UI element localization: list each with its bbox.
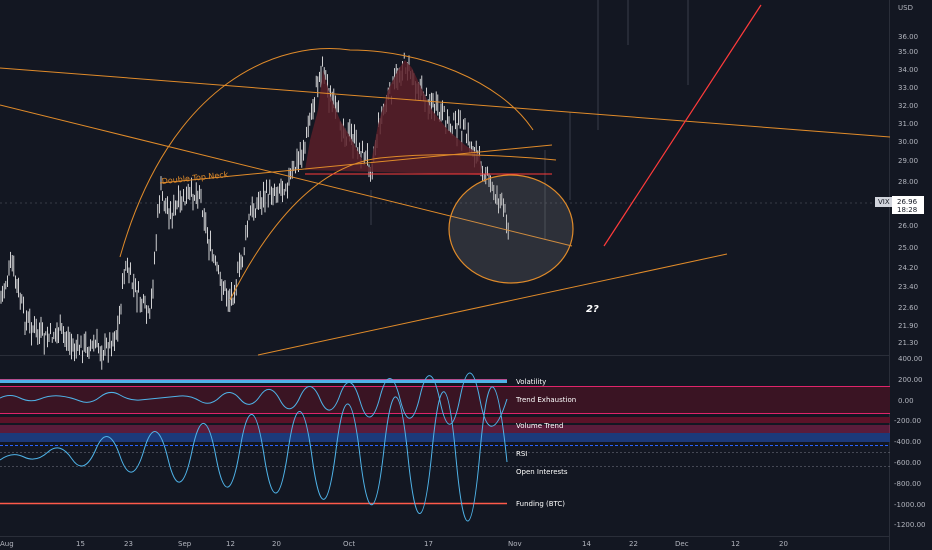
indicator-tick-label: -600.00 bbox=[894, 459, 921, 467]
indicator-tick-label: 200.00 bbox=[898, 376, 923, 384]
time-tick-label: Oct bbox=[343, 540, 355, 548]
time-tick-label: 15 bbox=[76, 540, 85, 548]
price-tick-label: 34.00 bbox=[898, 66, 918, 74]
indicator-tick-label: -400.00 bbox=[894, 438, 921, 446]
question-label[interactable]: 2? bbox=[586, 304, 599, 315]
time-tick-label: Dec bbox=[675, 540, 689, 548]
time-tick-label: 20 bbox=[272, 540, 281, 548]
price-tick-label: 26.00 bbox=[898, 222, 918, 230]
price-tick-label: 30.00 bbox=[898, 138, 918, 146]
volatility-label: Volatility bbox=[516, 378, 546, 386]
rounded-arc[interactable] bbox=[119, 48, 534, 258]
indicator-tick-label: -1000.00 bbox=[894, 501, 925, 509]
lower-support-line[interactable] bbox=[257, 253, 728, 356]
volume-trend-label: Volume Trend bbox=[516, 422, 563, 430]
trend-band bbox=[0, 386, 890, 414]
trendlines[interactable] bbox=[0, 48, 891, 356]
price-candles bbox=[0, 0, 689, 370]
price-tick-label: 31.00 bbox=[898, 120, 918, 128]
lower-arc[interactable] bbox=[229, 154, 557, 301]
indicator-tick-label: 400.00 bbox=[898, 355, 923, 363]
price-tick-label: 24.20 bbox=[898, 264, 918, 272]
double-top-fill bbox=[305, 60, 482, 175]
volatility-bar bbox=[0, 379, 507, 383]
volatility-indicator bbox=[0, 379, 507, 383]
price-tick-label: 36.00 bbox=[898, 33, 918, 41]
time-tick-label: Aug bbox=[0, 540, 14, 548]
last-price-tag[interactable] bbox=[892, 196, 924, 214]
price-tick-label: 32.00 bbox=[898, 102, 918, 110]
volume-pink-band bbox=[0, 425, 890, 433]
price-tick-label: 33.00 bbox=[898, 84, 918, 92]
price-tick-label: 22.60 bbox=[898, 304, 918, 312]
open-interests-label: Open Interests bbox=[516, 468, 568, 476]
time-axis[interactable]: Aug 15 23 Sep 12 20 Oct 17 Nov 14 22 Dec 12 20 bbox=[0, 540, 788, 548]
volatility-bar-top bbox=[0, 379, 507, 380]
trend-exhaustion-line bbox=[0, 372, 508, 427]
price-tick-label: 28.00 bbox=[898, 178, 918, 186]
time-tick-label: 17 bbox=[424, 540, 433, 548]
descending-trendline[interactable] bbox=[0, 104, 573, 247]
funding-label: Funding (BTC) bbox=[516, 500, 565, 508]
time-tick-label: Nov bbox=[508, 540, 522, 548]
price-tick-label: 35.00 bbox=[898, 48, 918, 56]
price-tick-label: 21.90 bbox=[898, 322, 918, 330]
indicator-tick-label: -200.00 bbox=[894, 417, 921, 425]
trend-exhaustion-label: Trend Exhaustion bbox=[515, 396, 576, 404]
price-tick-label: 29.00 bbox=[898, 157, 918, 165]
countdown-value: 18:28 bbox=[897, 206, 917, 214]
red-projection-line[interactable] bbox=[603, 4, 762, 247]
indicator-tick-label: -800.00 bbox=[894, 480, 921, 488]
rsi-line bbox=[0, 386, 508, 522]
price-tick-label: 23.40 bbox=[898, 283, 918, 291]
indicator-tick-label: -1200.00 bbox=[894, 521, 925, 529]
price-pane[interactable] bbox=[0, 0, 890, 355]
indicator-tick-label: 0.00 bbox=[898, 397, 914, 405]
symbol-tag[interactable] bbox=[875, 197, 892, 207]
time-tick-label: 20 bbox=[779, 540, 788, 548]
last-price-value: 26.96 bbox=[897, 198, 918, 206]
volume-red-band bbox=[0, 417, 890, 423]
time-tick-label: 12 bbox=[226, 540, 235, 548]
time-tick-label: 12 bbox=[731, 540, 740, 548]
currency-label: USD bbox=[898, 4, 913, 12]
upper-trendline[interactable] bbox=[0, 67, 891, 138]
time-tick-label: 14 bbox=[582, 540, 591, 548]
price-axis[interactable]: 36.00 35.00 34.00 33.00 32.00 31.00 30.00 29.00… bbox=[898, 33, 918, 347]
double-top-neck-line[interactable] bbox=[159, 144, 553, 184]
price-tick-label: 21.30 bbox=[898, 339, 918, 347]
time-tick-label: 22 bbox=[629, 540, 638, 548]
symbol-tag-text: VIX bbox=[878, 198, 890, 206]
indicator-axis[interactable]: 400.00 200.00 0.00 -200.00 -400.00 -600.00 -80… bbox=[894, 355, 925, 529]
time-tick-label: Sep bbox=[178, 540, 192, 548]
price-tick-label: 25.00 bbox=[898, 244, 918, 252]
highlight-circle[interactable] bbox=[448, 174, 574, 284]
volume-blue-band bbox=[0, 433, 890, 442]
rsi-label: RSI bbox=[516, 450, 527, 458]
time-tick-label: 23 bbox=[124, 540, 133, 548]
